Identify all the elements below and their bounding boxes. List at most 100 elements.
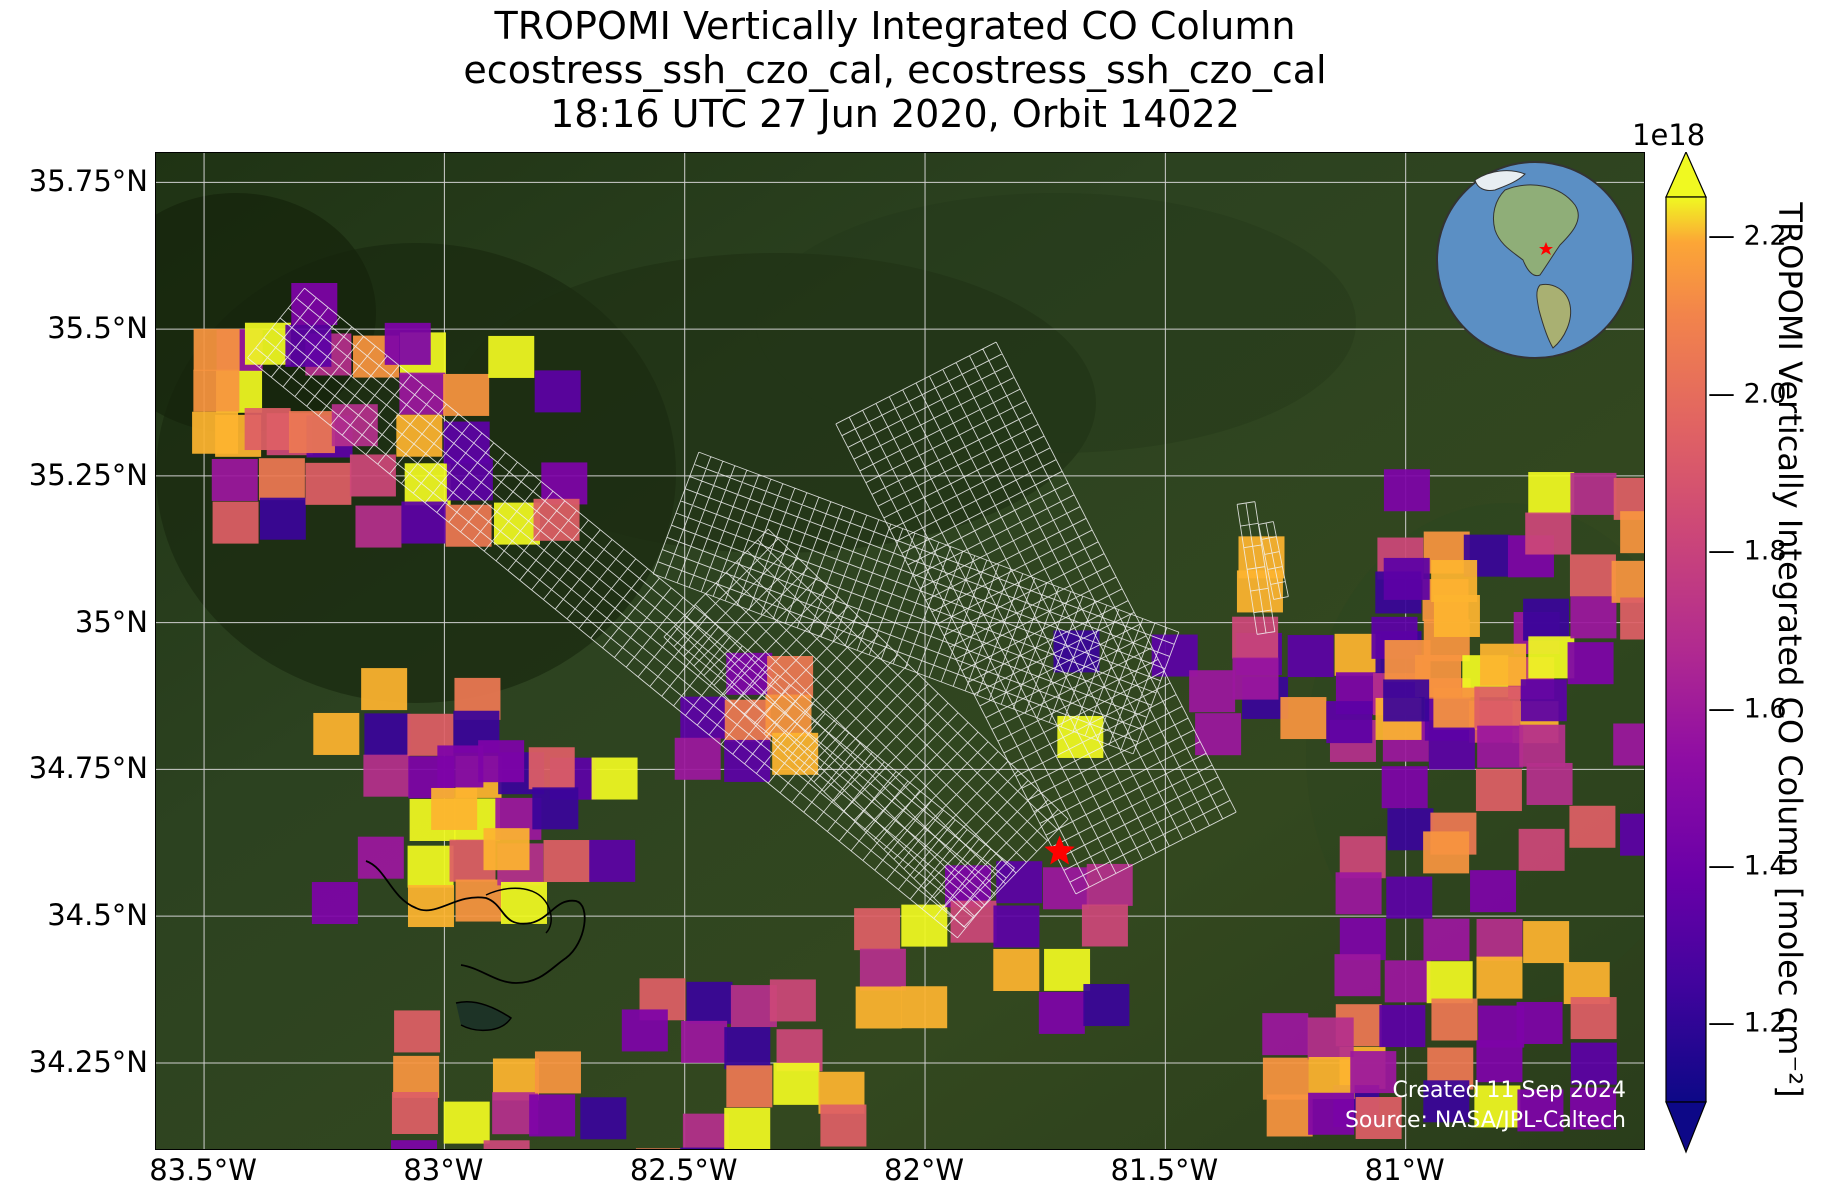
red-star-icon[interactable] — [1044, 835, 1075, 865]
co-pixel — [726, 1065, 773, 1108]
co-pixel — [1355, 1096, 1402, 1139]
co-pixel — [361, 668, 408, 711]
co-pixel — [1433, 594, 1480, 637]
co-pixel — [446, 458, 493, 501]
co-pixel — [1307, 1017, 1354, 1060]
co-pixel — [384, 322, 431, 365]
co-pixel — [730, 985, 777, 1028]
tropomi-co-pixels — [192, 283, 1644, 1149]
y-tick-label: 35°N — [74, 604, 148, 639]
map-panel[interactable]: Created 11 Sep 2024 Source: NASA/JPL-Cal… — [155, 152, 1645, 1150]
co-pixel — [541, 462, 588, 505]
co-pixel — [580, 1097, 627, 1140]
co-pixel — [437, 745, 484, 788]
co-pixel — [258, 458, 305, 501]
co-pixel — [363, 754, 410, 797]
co-pixel — [1334, 954, 1381, 997]
swath-footprint — [1236, 501, 1276, 635]
ecostress-swath-footprints — [247, 287, 1289, 939]
co-pixel — [493, 502, 540, 545]
co-pixel — [291, 283, 338, 326]
co-pixel — [820, 1104, 867, 1147]
co-pixel — [543, 840, 590, 883]
co-pixel — [686, 981, 733, 1024]
x-tick-label: 81.5°W — [1110, 1153, 1219, 1187]
co-pixel — [1232, 657, 1279, 700]
co-pixel — [1567, 642, 1614, 685]
co-pixel — [1262, 1013, 1309, 1056]
co-pixel — [355, 505, 402, 548]
co-pixel — [1519, 724, 1566, 767]
co-pixel — [1525, 512, 1572, 555]
co-pixel — [534, 370, 581, 413]
co-pixel — [534, 1051, 581, 1094]
co-pixel — [1383, 469, 1430, 512]
co-pixel — [1518, 828, 1565, 871]
colorbar-tick-label: — 2.2 — [1708, 220, 1787, 252]
co-pixel — [1570, 596, 1617, 639]
co-pixel — [1570, 1087, 1617, 1130]
co-pixel — [1383, 679, 1430, 722]
co-pixel — [1528, 472, 1575, 515]
co-pixel — [394, 1010, 441, 1053]
co-pixel — [1433, 687, 1480, 730]
co-pixel — [1526, 762, 1573, 805]
y-tick-label: 34.25°N — [28, 1044, 148, 1079]
colorbar-tick-label: — 1.4 — [1708, 850, 1787, 882]
colorbar-exponent: 1e18 — [1632, 118, 1706, 152]
co-pixel — [443, 373, 490, 416]
co-pixel — [192, 411, 239, 454]
x-tick-label: 82.5°W — [629, 1153, 738, 1187]
co-pixel — [528, 747, 575, 790]
x-tick-label: 82°W — [883, 1153, 965, 1187]
co-pixel — [1428, 727, 1475, 770]
co-pixel — [393, 1055, 440, 1098]
co-pixel — [211, 458, 258, 501]
co-pixel — [1384, 640, 1431, 683]
co-pixel — [1426, 961, 1473, 1004]
co-pixel — [193, 369, 240, 412]
co-pixel — [1335, 872, 1382, 915]
co-pixel — [1477, 725, 1524, 768]
co-pixel — [443, 1101, 490, 1144]
co-pixel — [1474, 686, 1521, 729]
co-pixel — [1081, 904, 1128, 947]
y-tick-label: 34.5°N — [47, 898, 148, 933]
map-canvas — [156, 153, 1644, 1149]
y-tick-label: 35.5°N — [47, 311, 148, 346]
co-pixel — [1475, 769, 1522, 812]
co-pixel — [1195, 713, 1242, 756]
co-pixel — [1470, 870, 1517, 913]
co-pixel — [313, 712, 360, 755]
co-pixel — [532, 787, 579, 830]
co-pixel — [621, 1009, 668, 1052]
co-pixel — [635, 1148, 682, 1149]
co-pixel — [305, 462, 352, 505]
x-tick-label: 81°W — [1364, 1153, 1445, 1187]
co-pixel — [1620, 597, 1644, 640]
globe-star-icon — [1539, 242, 1553, 255]
co-pixel — [364, 713, 411, 756]
co-pixel — [244, 408, 291, 451]
co-pixel — [1384, 960, 1431, 1003]
colorbar-tick-label: — 1.6 — [1708, 693, 1787, 725]
map-title-line1: TROPOMI Vertically Integrated CO Column — [494, 4, 1296, 48]
co-pixel — [1287, 635, 1334, 678]
co-pixel — [407, 845, 454, 888]
co-pixel — [1262, 1057, 1309, 1100]
co-pixel — [769, 979, 816, 1022]
credit-source: Source: NASA/JPL-Caltech — [1344, 1108, 1626, 1133]
co-pixel — [1339, 836, 1386, 879]
co-pixel — [1266, 1094, 1313, 1137]
co-pixel — [724, 1107, 771, 1149]
co-pixel — [1570, 997, 1617, 1040]
globe-locator-icon — [1436, 161, 1634, 359]
co-pixel — [1611, 560, 1644, 603]
co-pixel — [1350, 1051, 1397, 1094]
co-pixel — [1044, 948, 1091, 991]
co-pixel — [674, 737, 721, 780]
co-pixel — [1516, 1001, 1563, 1044]
co-pixel — [1383, 557, 1430, 600]
co-pixel — [478, 740, 525, 783]
co-pixel — [1528, 636, 1575, 679]
